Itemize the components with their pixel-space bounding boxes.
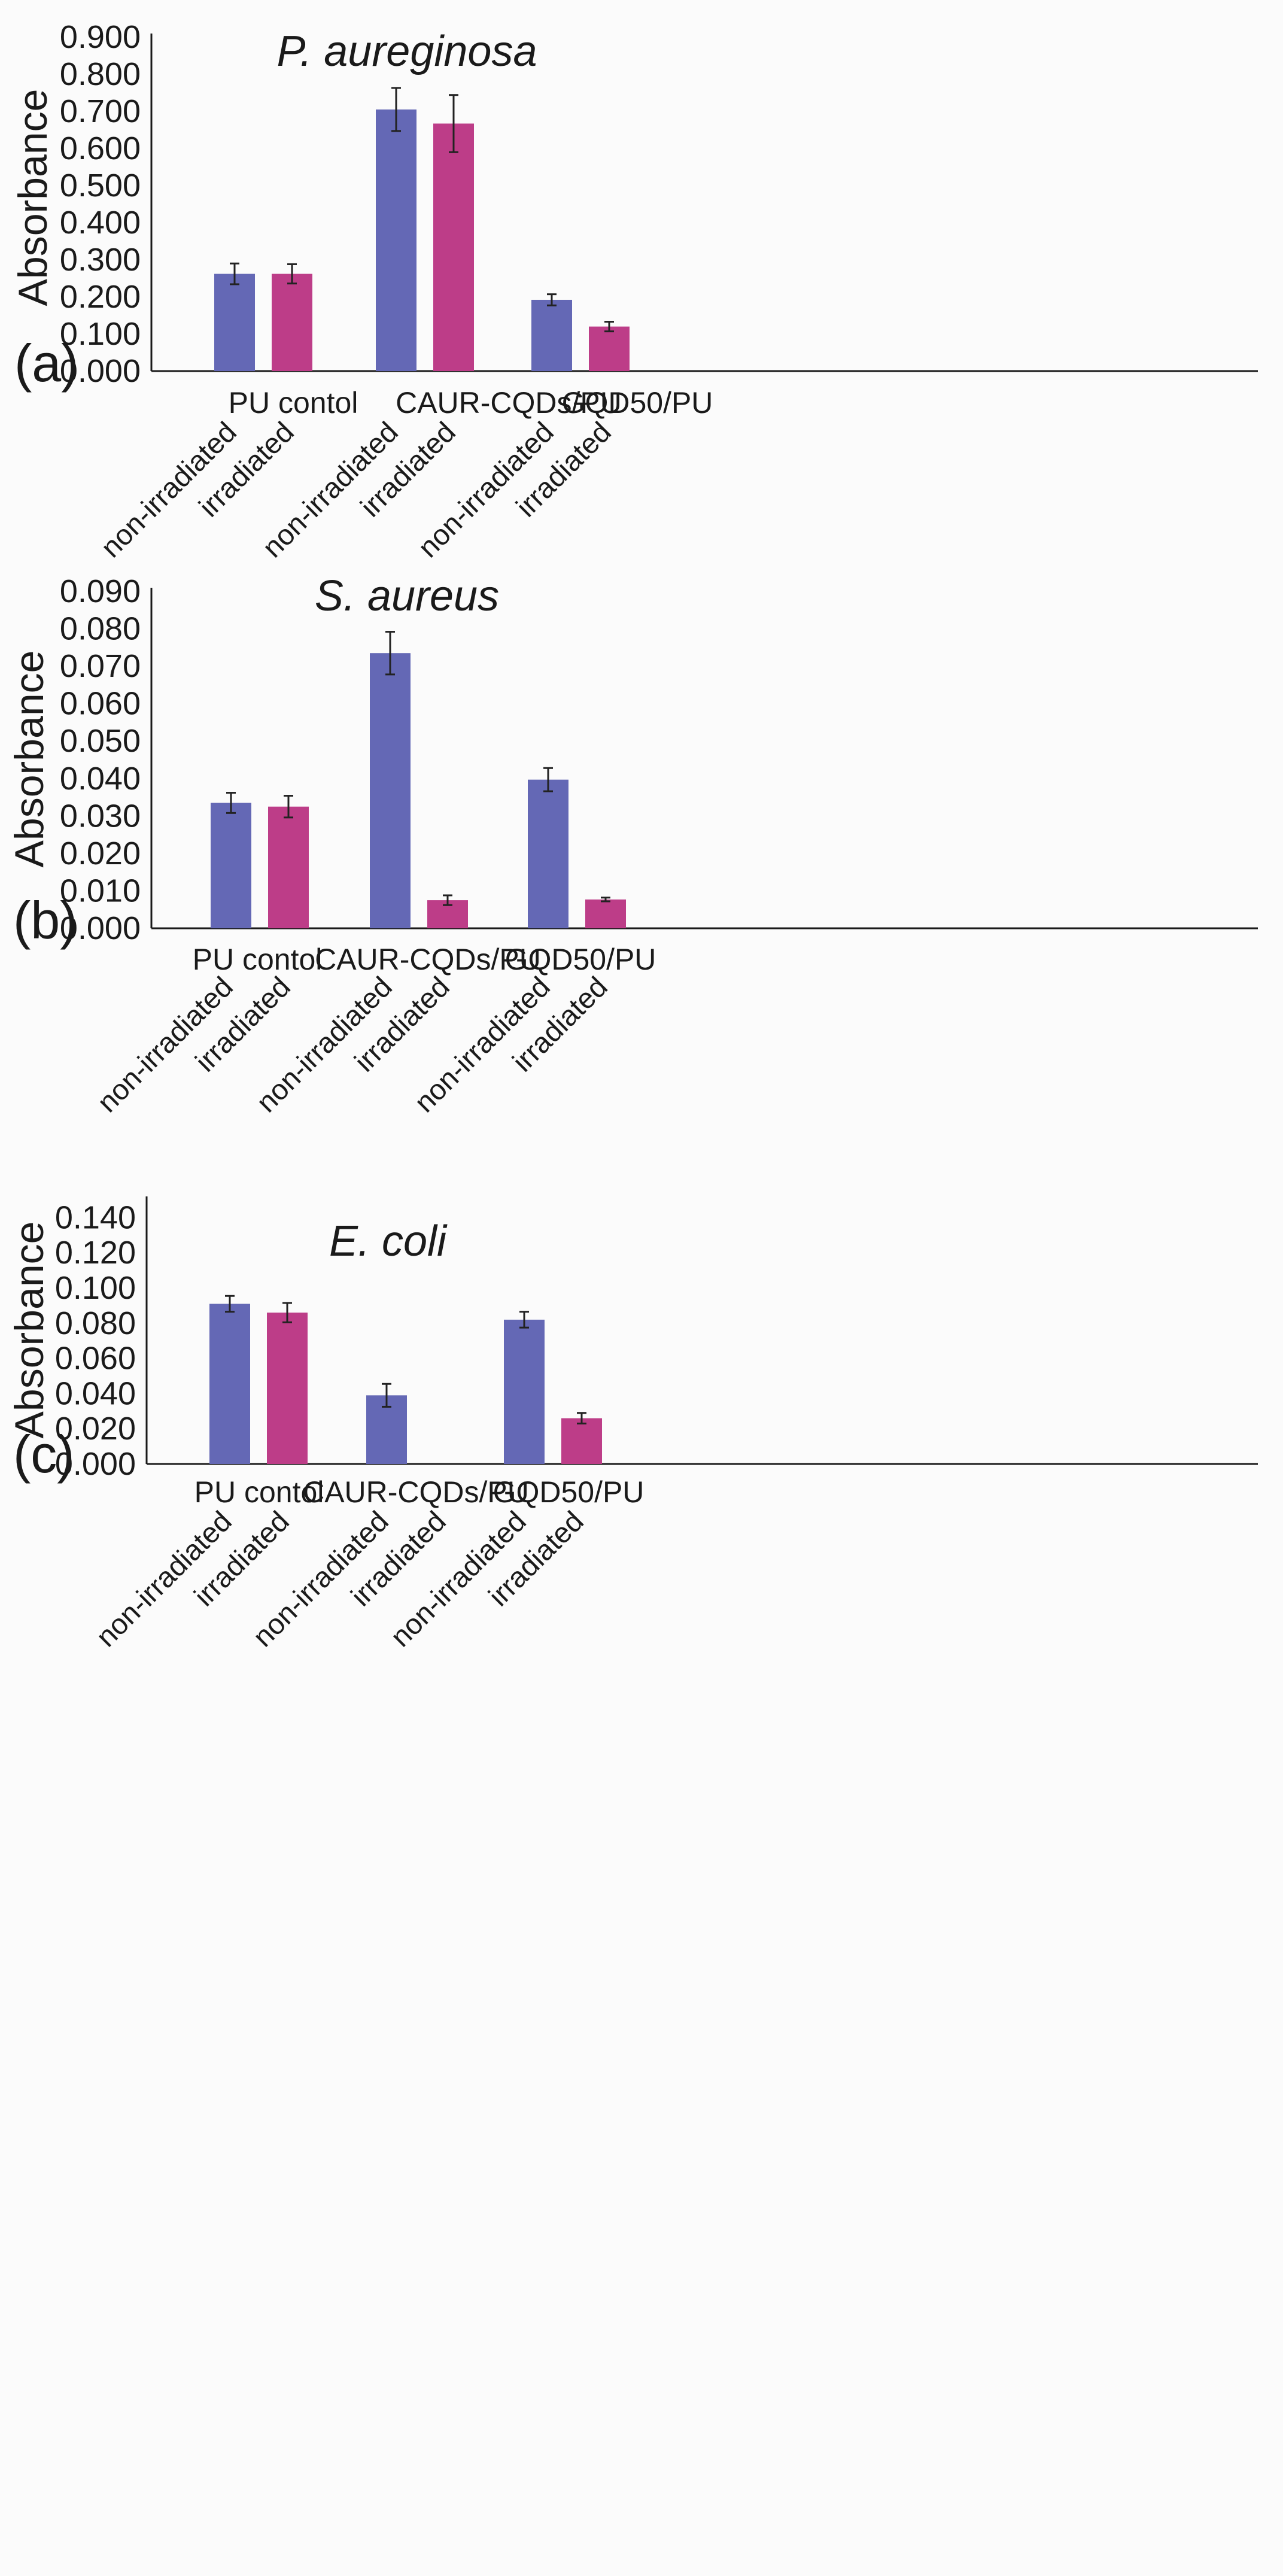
error-bar (604, 321, 614, 333)
category-label: CAUR-CQDs/PU (303, 1475, 529, 1509)
error-bar (225, 1295, 235, 1313)
y-tick-label: 0.000 (55, 1446, 136, 1482)
y-tick-label: 0.500 (60, 168, 141, 203)
chart-a: 0.0000.1000.2000.3000.4000.5000.6000.700… (10, 19, 1258, 564)
category-label: PU contol (193, 943, 323, 976)
y-tick-label: 0.010 (60, 873, 141, 909)
category-label: GQD50/PU (562, 386, 713, 420)
y-tick-label: 0.060 (60, 686, 141, 722)
bar-irradiated-1 (267, 1313, 308, 1464)
error-bar (385, 631, 395, 676)
y-tick-label: 0.300 (60, 242, 141, 278)
error-bar (391, 87, 401, 132)
chart-title: S. aureus (315, 572, 499, 620)
y-tick-label: 0.100 (60, 316, 141, 352)
y-tick-label: 0.080 (60, 611, 141, 647)
error-bar (577, 1412, 586, 1424)
bar-irradiated-1 (272, 274, 312, 371)
bar-non-irradiated-1 (214, 274, 255, 371)
chart-c: 0.0000.0200.0400.0600.0800.1000.1200.140… (7, 1196, 1258, 1653)
error-bar (226, 792, 236, 814)
error-bar (287, 263, 297, 285)
y-tick-label: 0.120 (55, 1235, 136, 1271)
error-bar (449, 94, 458, 153)
bar-non-irradiated-2 (376, 109, 416, 371)
bar-irradiated-3 (585, 899, 626, 928)
bar-non-irradiated-2 (370, 653, 411, 928)
error-bar (543, 767, 553, 792)
bar-non-irradiated-1 (211, 803, 251, 928)
error-bar (519, 1311, 529, 1329)
y-tick-label: 0.020 (60, 836, 141, 871)
y-tick-label: 0.200 (60, 279, 141, 315)
y-tick-label: 0.140 (55, 1199, 136, 1235)
bar-irradiated-2 (433, 123, 474, 371)
y-tick-label: 0.900 (60, 19, 141, 55)
bar-irradiated-3 (589, 326, 630, 371)
y-tick-label: 0.700 (60, 93, 141, 129)
y-tick-label: 0.060 (55, 1341, 136, 1377)
error-bar (382, 1383, 391, 1408)
bar-non-irradiated-3 (504, 1319, 545, 1464)
y-tick-label: 0.080 (55, 1305, 136, 1341)
category-label: GQD50/PU (493, 1475, 644, 1509)
y-tick-label: 0.800 (60, 56, 141, 92)
y-tick-label: 0.090 (60, 573, 141, 609)
y-tick-label: 0.070 (60, 648, 141, 684)
category-label: PU contol (194, 1475, 324, 1509)
category-label: GQD50/PU (505, 943, 656, 976)
bar-irradiated-3 (561, 1418, 602, 1464)
category-label: PU contol (229, 386, 358, 420)
y-axis-label: Absorbance (10, 89, 56, 306)
error-bar (230, 262, 239, 285)
category-label: CAUR-CQDs/PU (315, 943, 541, 976)
chart-b: 0.0000.0100.0200.0300.0400.0500.0600.070… (7, 572, 1258, 1119)
bar-non-irradiated-3 (528, 779, 568, 928)
error-bar (282, 1302, 292, 1323)
error-bar (547, 293, 557, 306)
error-bar (284, 795, 293, 819)
y-axis-label: Absorbance (7, 651, 52, 868)
y-tick-label: 0.020 (55, 1411, 136, 1447)
panel-label: (a) (14, 333, 79, 393)
chart-title: E. coli (329, 1217, 448, 1265)
y-tick-label: 0.050 (60, 723, 141, 759)
error-bar (443, 894, 452, 906)
y-tick-label: 0.100 (55, 1270, 136, 1306)
bar-non-irradiated-3 (531, 299, 572, 371)
chart-title: P. aureginosa (276, 28, 537, 75)
y-tick-label: 0.030 (60, 798, 141, 834)
category-label: CAUR-CQDs/PU (396, 386, 622, 420)
panel-label: (c) (13, 1424, 75, 1484)
y-tick-label: 0.000 (60, 910, 141, 946)
bar-irradiated-1 (268, 806, 309, 928)
panel-label: (b) (13, 891, 78, 950)
bar-non-irradiated-1 (209, 1304, 250, 1464)
y-tick-label: 0.400 (60, 205, 141, 241)
y-axis-label: Absorbance (7, 1222, 52, 1439)
y-tick-label: 0.040 (55, 1375, 136, 1411)
y-tick-label: 0.040 (60, 761, 141, 797)
error-bar (601, 897, 610, 903)
y-tick-label: 0.000 (60, 353, 141, 389)
y-tick-label: 0.600 (60, 130, 141, 166)
